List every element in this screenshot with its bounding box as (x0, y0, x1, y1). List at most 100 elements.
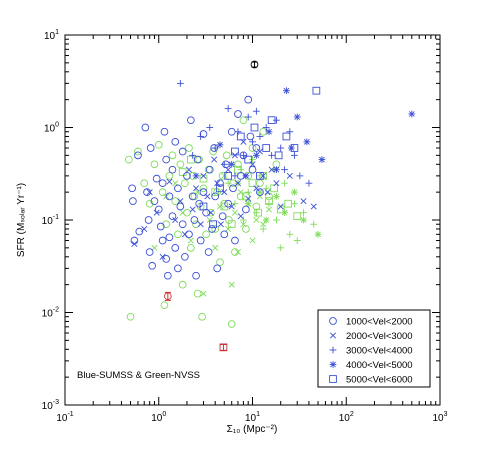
data-point-sumss-circle (143, 188, 151, 197)
data-point-nvss-circle (236, 192, 245, 201)
data-point-sumss-x (217, 221, 224, 228)
data-point-sumss-x (166, 178, 173, 185)
data-point-sumss-square (267, 116, 276, 125)
data-point-sumss-square (199, 202, 208, 211)
data-point-sumss-x (234, 180, 242, 187)
legend-entry: 3000<Vel<4000 (329, 346, 413, 357)
data-point-nvss-circle (187, 243, 195, 252)
data-point-sumss-circle (195, 199, 204, 208)
data-point-sumss-circle (154, 205, 163, 214)
data-point-sumss-plus (256, 133, 264, 140)
data-point-sumss-x (141, 225, 148, 233)
data-point-sumss-circle (168, 165, 177, 174)
data-point-nvss-x (187, 237, 194, 244)
error-bar-marker (250, 60, 259, 69)
data-point-nvss-plus (286, 230, 294, 238)
data-point-nvss-circle (222, 151, 231, 160)
legend-entry: 1000<Vel<2000 (329, 317, 413, 328)
data-point-nvss-circle (185, 144, 193, 152)
data-point-sumss-circle (205, 165, 214, 174)
data-point-nvss-star (273, 192, 280, 200)
data-point-sumss-square (262, 144, 271, 152)
data-point-sumss-x (228, 203, 235, 210)
x-tick-label: 101 (245, 411, 260, 424)
data-point-sumss-x (200, 172, 207, 179)
data-point-sumss-circle (150, 197, 159, 205)
data-point-nvss-plus (252, 209, 260, 217)
legend-marker-plus (329, 346, 337, 354)
data-point-nvss-circle (211, 225, 220, 233)
data-point-nvss-x (260, 221, 267, 228)
data-point-nvss-square (220, 202, 229, 211)
data-point-nvss-circle (154, 140, 163, 149)
data-point-sumss-circle (199, 188, 208, 197)
plot-frame (64, 34, 441, 406)
data-point-sumss-circle (174, 184, 182, 193)
legend-label: 3000<Vel<4000 (346, 346, 413, 357)
data-point-nvss-square (254, 208, 263, 217)
data-point-sumss-square (236, 132, 245, 141)
data-point-sumss-circle (224, 199, 233, 208)
data-point-nvss-circle (176, 160, 185, 169)
data-point-nvss-x (200, 290, 207, 297)
legend: 1000<Vel<2000 2000<Vel<3000 3000<Vel<4000 4… (317, 309, 431, 388)
data-point-nvss-plus (293, 237, 301, 244)
data-point-sumss-circle (192, 271, 200, 280)
data-point-sumss-x (268, 166, 275, 173)
data-point-sumss-circle (141, 123, 150, 132)
data-point-nvss-plus (273, 216, 280, 224)
data-point-sumss-circle (146, 144, 155, 152)
data-point-sumss-x (253, 185, 260, 192)
x-axis-label: Σ₁₀ (Mpc⁻²) (227, 424, 278, 435)
data-point-sumss-circle (234, 110, 242, 118)
data-point-sumss-x (153, 209, 160, 216)
legend-marker-star (329, 361, 337, 368)
data-point-nvss-star (244, 200, 252, 208)
data-point-sumss-x (177, 198, 184, 205)
data-point-sumss-circle (190, 216, 199, 224)
data-point-sumss-circle (160, 127, 169, 136)
legend-entry: 5000<Vel<6000 (329, 375, 413, 386)
data-point-nvss-circle (225, 216, 233, 224)
data-point-sumss-x (300, 198, 307, 205)
data-point-nvss-x (179, 209, 186, 216)
data-point-sumss-circle (165, 233, 174, 242)
data-point-nvss-circle (181, 179, 189, 188)
legend-label: 5000<Vel<6000 (346, 375, 413, 386)
data-point-nvss-x (234, 249, 242, 256)
data-point-sumss-x (131, 240, 138, 248)
data-point-sumss-x (146, 189, 153, 196)
data-point-sumss-circle (165, 192, 174, 201)
data-point-sumss-circle (187, 116, 195, 125)
data-point-sumss-circle (220, 230, 229, 239)
data-point-sumss-star (408, 110, 416, 118)
data-point-nvss-square (293, 212, 302, 221)
data-point-sumss-circle (162, 155, 171, 164)
data-point-sumss-x (264, 189, 271, 196)
data-point-nvss-circle (158, 188, 167, 197)
data-point-sumss-plus (234, 128, 242, 136)
data-point-sumss-star (303, 138, 311, 146)
data-point-sumss-circle (181, 252, 189, 261)
data-point-nvss-circle (183, 208, 191, 217)
data-point-nvss-circle (199, 184, 208, 193)
data-point-nvss-plus (310, 220, 318, 228)
data-point-sumss-star (293, 113, 301, 121)
data-point-sumss-x (310, 203, 317, 210)
data-point-nvss-plus (281, 179, 289, 187)
data-point-nvss-circle (171, 197, 180, 205)
data-point-nvss-circle (216, 258, 224, 267)
data-point-nvss-plus (291, 200, 298, 208)
data-point-sumss-x (211, 156, 218, 163)
data-point-nvss-plus (277, 244, 285, 252)
data-point-nvss-plus (265, 200, 273, 208)
data-point-nvss-star (314, 230, 322, 238)
data-point-sumss-circle (202, 208, 210, 217)
data-point-sumss-circle (162, 255, 171, 263)
data-point-nvss-circle (145, 199, 154, 208)
data-point-nvss-plus (231, 200, 239, 208)
data-point-sumss-x (237, 213, 244, 220)
data-point-sumss-plus (305, 179, 313, 187)
data-point-sumss-x (273, 180, 280, 187)
data-point-sumss-star (252, 151, 260, 159)
